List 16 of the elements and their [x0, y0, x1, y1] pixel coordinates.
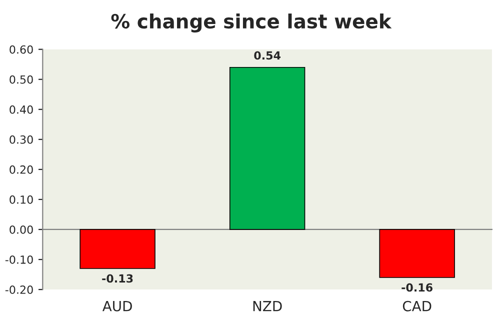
y-tick-label: -0.10	[5, 255, 33, 264]
chart-title: % change since last week	[111, 14, 392, 33]
x-tick-label: AUD	[102, 301, 132, 312]
y-tick-label: -0.20	[5, 285, 33, 294]
y-tick-label: 0.20	[10, 165, 33, 174]
y-tick-label: 0.00	[10, 225, 33, 234]
y-tick-label: 0.10	[10, 195, 33, 204]
x-tick-label: CAD	[402, 300, 432, 312]
data-label: -0.16	[402, 283, 432, 292]
data-label: -0.13	[102, 274, 133, 283]
data-label: 0.54	[254, 51, 281, 60]
y-tick-label: 0.30	[10, 135, 33, 144]
y-tick-label: 0.40	[10, 105, 33, 114]
y-tick-label: 0.60	[10, 45, 33, 54]
x-tick-label: NZD	[253, 301, 282, 312]
y-tick-label: 0.50	[10, 75, 33, 84]
